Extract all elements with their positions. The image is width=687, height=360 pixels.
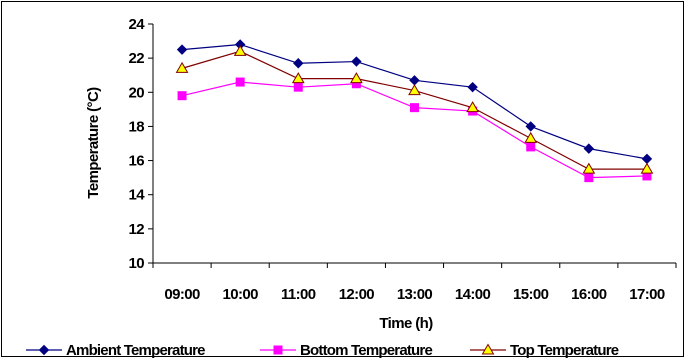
data-point [524,131,538,143]
x-tick-label: 15:00 [513,286,549,303]
data-point [293,58,304,69]
x-tick-label: 16:00 [571,286,607,303]
data-point [176,44,188,55]
y-axis-title: Temperature (°C) [85,87,102,199]
data-point [526,142,536,152]
y-tick-label: 22 [129,50,145,67]
x-tick-label: 14:00 [455,286,491,303]
y-tick-label: 12 [129,221,145,238]
data-point [235,77,245,87]
legend-item: Bottom Temperature [260,342,433,359]
x-tick-label: 13:00 [397,286,433,303]
axes: 10 12 14 16 18 20 22 24 09:00 10:00 11:00 12:00 13:0… [129,16,677,303]
data-point [233,44,247,56]
data-point [409,75,420,86]
y-tick-label: 20 [129,84,145,101]
legend-item: Top Temperature [470,342,620,359]
data-point [641,153,653,165]
data-point [350,72,363,84]
data-point [291,72,305,84]
series-layer [175,39,654,183]
x-axis-title: Time (h) [379,315,433,332]
x-tick-label: 09:00 [164,286,200,303]
data-point [293,82,303,92]
y-tick-label: 10 [129,255,145,272]
legend: Ambient Temperature Bottom Temperature Top… [26,342,620,359]
data-point [408,84,421,96]
series-0 [176,39,653,165]
y-tick-label: 14 [129,187,146,204]
data-point [351,56,362,67]
x-tick-label: 17:00 [629,286,665,303]
data-point [177,91,187,101]
legend-label: Ambient Temperature [66,342,205,359]
data-point [525,121,536,132]
legend-marker [481,343,495,355]
series-2 [175,44,654,174]
data-point [175,61,189,73]
data-point [582,162,596,174]
data-point [410,103,419,113]
data-point [584,173,594,183]
legend-marker [38,344,50,356]
data-point [467,81,478,93]
data-point [640,162,654,174]
x-tick-label: 11:00 [281,286,316,303]
data-point [466,101,479,113]
series-line [182,43,648,160]
y-tick-label: 18 [129,118,145,135]
y-tick-label: 16 [129,153,145,170]
x-tick-label: 10:00 [222,286,258,303]
y-tick-label: 24 [129,16,146,33]
legend-marker [273,345,283,355]
x-tick-label: 12:00 [339,286,375,303]
data-point [583,143,595,154]
legend-item: Ambient Temperature [26,342,206,359]
legend-label: Top Temperature [510,342,619,359]
legend-label: Bottom Temperature [300,342,432,359]
